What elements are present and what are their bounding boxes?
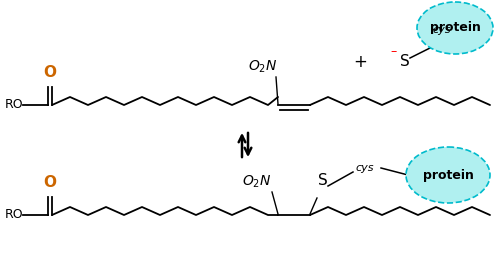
Text: cys: cys <box>432 25 450 35</box>
Text: RO: RO <box>5 99 24 112</box>
Ellipse shape <box>406 147 490 203</box>
Text: +: + <box>353 53 367 71</box>
Text: S: S <box>318 173 328 188</box>
Text: S: S <box>400 54 410 69</box>
Text: protein: protein <box>423 168 473 182</box>
Text: O: O <box>44 65 56 80</box>
Text: O: O <box>44 175 56 190</box>
Text: protein: protein <box>430 21 481 35</box>
Text: cys: cys <box>355 163 374 173</box>
Text: RO: RO <box>5 209 24 221</box>
Ellipse shape <box>417 2 493 54</box>
Text: –: – <box>390 46 396 58</box>
Text: $O_2N$: $O_2N$ <box>243 174 272 190</box>
Text: $O_2N$: $O_2N$ <box>248 59 278 75</box>
